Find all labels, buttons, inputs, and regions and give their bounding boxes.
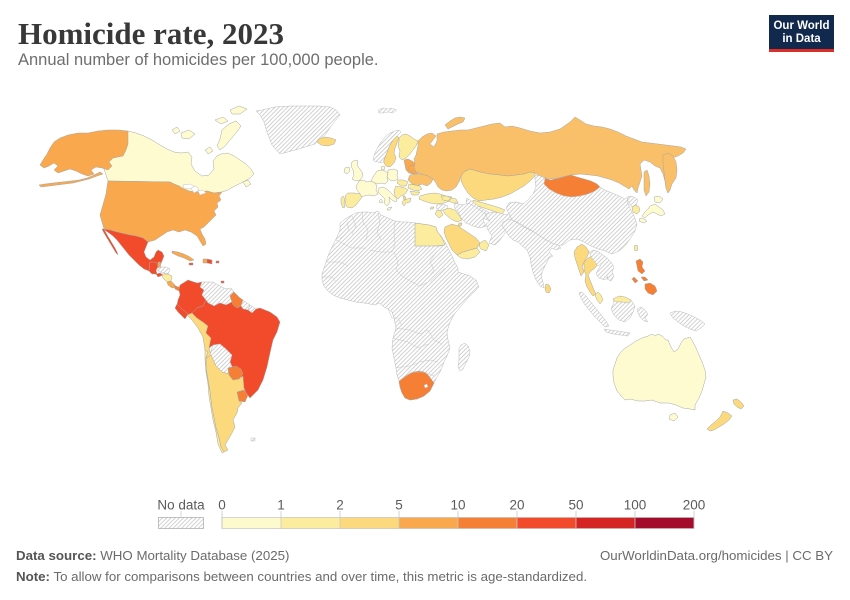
svg-text:5: 5 [395, 498, 403, 513]
svg-text:2: 2 [336, 498, 344, 513]
svg-text:10: 10 [450, 498, 465, 513]
svg-text:200: 200 [683, 498, 706, 513]
svg-text:0: 0 [218, 498, 226, 513]
svg-text:50: 50 [568, 498, 583, 513]
svg-text:1: 1 [277, 498, 285, 513]
svg-text:20: 20 [509, 498, 524, 513]
svg-text:No data: No data [157, 498, 205, 513]
svg-text:100: 100 [624, 498, 647, 513]
